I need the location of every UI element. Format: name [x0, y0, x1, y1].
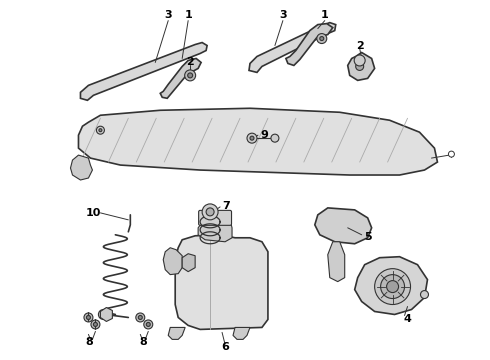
- Circle shape: [138, 315, 142, 319]
- Polygon shape: [182, 254, 195, 272]
- Circle shape: [97, 126, 104, 134]
- Polygon shape: [100, 307, 112, 321]
- Circle shape: [250, 136, 254, 140]
- Circle shape: [354, 55, 365, 66]
- Polygon shape: [80, 42, 207, 100]
- Circle shape: [387, 280, 398, 293]
- Circle shape: [94, 323, 98, 327]
- Polygon shape: [233, 328, 250, 339]
- Circle shape: [91, 320, 100, 329]
- FancyBboxPatch shape: [198, 210, 232, 225]
- Text: 3: 3: [279, 10, 287, 20]
- Polygon shape: [315, 208, 371, 244]
- Circle shape: [147, 323, 150, 327]
- Circle shape: [317, 33, 327, 44]
- Circle shape: [202, 204, 218, 220]
- Text: 8: 8: [86, 337, 93, 347]
- Circle shape: [375, 269, 411, 305]
- Circle shape: [381, 275, 405, 298]
- Text: 1: 1: [184, 10, 192, 20]
- Circle shape: [448, 151, 454, 157]
- Polygon shape: [163, 248, 182, 275]
- Polygon shape: [71, 155, 93, 180]
- Text: 10: 10: [86, 208, 101, 218]
- Polygon shape: [78, 108, 438, 175]
- Circle shape: [420, 291, 428, 298]
- Circle shape: [144, 320, 153, 329]
- Circle shape: [206, 208, 214, 216]
- Polygon shape: [168, 328, 185, 339]
- Circle shape: [98, 310, 108, 319]
- Circle shape: [247, 133, 257, 143]
- Text: 2: 2: [356, 41, 364, 50]
- Polygon shape: [160, 58, 201, 98]
- Text: 4: 4: [404, 314, 412, 324]
- Polygon shape: [198, 218, 232, 242]
- Text: 3: 3: [165, 10, 172, 20]
- Text: 2: 2: [186, 58, 194, 67]
- Text: 6: 6: [221, 342, 229, 352]
- Circle shape: [188, 73, 193, 78]
- Circle shape: [271, 134, 279, 142]
- Circle shape: [86, 315, 91, 319]
- Text: 8: 8: [140, 337, 147, 347]
- Polygon shape: [286, 24, 333, 66]
- Text: 7: 7: [222, 201, 230, 211]
- Text: 9: 9: [260, 130, 268, 140]
- Circle shape: [185, 70, 196, 81]
- Circle shape: [99, 129, 102, 132]
- Circle shape: [320, 37, 324, 41]
- Polygon shape: [328, 242, 345, 282]
- Polygon shape: [249, 23, 336, 72]
- Polygon shape: [355, 257, 427, 315]
- Polygon shape: [348, 53, 375, 80]
- Polygon shape: [175, 235, 268, 329]
- Circle shape: [84, 313, 93, 322]
- Circle shape: [136, 313, 145, 322]
- Text: 5: 5: [364, 232, 371, 242]
- Text: 1: 1: [321, 10, 329, 20]
- Circle shape: [356, 62, 364, 71]
